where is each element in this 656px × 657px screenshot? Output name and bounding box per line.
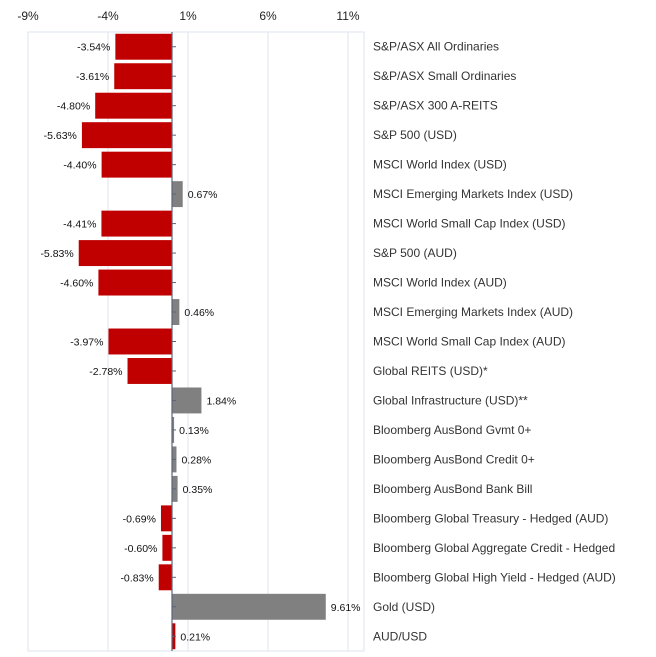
category-label: S&P/ASX Small Ordinaries (373, 69, 516, 83)
bar (158, 564, 172, 591)
bar (160, 505, 172, 532)
data-label: 0.28% (181, 454, 211, 466)
data-label: -3.54% (77, 42, 110, 54)
bar (162, 534, 172, 561)
category-label: Bloomberg Global Treasury - Hedged (AUD) (373, 511, 608, 525)
category-label: Bloomberg Global Aggregate Credit - Hedg… (373, 541, 615, 555)
bar (172, 387, 202, 414)
x-tick-label: -4% (97, 9, 119, 23)
bar (101, 151, 172, 178)
data-label: 1.84% (206, 395, 236, 407)
data-label: 0.35% (183, 484, 213, 496)
category-label: Global Infrastructure (USD)** (373, 393, 528, 407)
category-label: MSCI World Index (USD) (373, 158, 507, 172)
x-tick-label: 11% (336, 9, 359, 23)
bar (98, 269, 172, 296)
data-label: -5.83% (40, 248, 73, 260)
category-label: MSCI Emerging Markets Index (USD) (373, 187, 573, 201)
category-label: MSCI World Small Cap Index (USD) (373, 217, 566, 231)
data-label: -0.60% (124, 543, 157, 555)
bar (114, 63, 172, 90)
data-label: -3.97% (70, 337, 103, 349)
bar (115, 33, 172, 60)
data-label: 0.46% (184, 307, 214, 319)
category-label: S&P 500 (AUD) (373, 246, 457, 260)
category-label: Bloomberg AusBond Credit 0+ (373, 452, 535, 466)
category-label: MSCI Emerging Markets Index (AUD) (373, 305, 573, 319)
data-label: -4.80% (57, 101, 90, 113)
bar (78, 240, 172, 267)
data-label: -0.83% (120, 572, 153, 584)
data-label: 0.21% (180, 631, 210, 643)
category-label: Global REITS (USD)* (373, 364, 488, 378)
data-label: 9.61% (331, 602, 361, 614)
bar (108, 328, 172, 355)
category-label: MSCI World Index (AUD) (373, 276, 507, 290)
category-label: AUD/USD (373, 629, 427, 643)
category-label: Gold (USD) (373, 600, 435, 614)
data-label: -0.69% (123, 513, 156, 525)
category-label: Bloomberg AusBond Bank Bill (373, 482, 532, 496)
data-label: -4.60% (60, 278, 93, 290)
x-tick-label: 1% (179, 9, 197, 23)
category-label: S&P/ASX All Ordinaries (373, 40, 499, 54)
x-tick-label: 6% (259, 9, 277, 23)
data-label: -3.61% (76, 71, 109, 83)
category-label: S&P 500 (USD) (373, 128, 457, 142)
data-label: -4.40% (63, 160, 96, 172)
data-label: 0.67% (188, 189, 218, 201)
x-tick-label: -9% (17, 9, 39, 23)
category-label: Bloomberg Global High Yield - Hedged (AU… (373, 570, 616, 584)
plot-frame (27, 31, 365, 652)
category-label: MSCI World Small Cap Index (AUD) (373, 335, 566, 349)
bar (81, 122, 172, 149)
bar (95, 92, 172, 119)
category-label: S&P/ASX 300 A-REITS (373, 99, 498, 113)
data-label: -4.41% (63, 219, 96, 231)
data-label: -2.78% (89, 366, 122, 378)
bar (172, 181, 183, 208)
bar (172, 593, 326, 620)
bar (101, 210, 172, 237)
data-label: -5.63% (44, 130, 77, 142)
bar (127, 358, 172, 384)
data-label: 0.13% (179, 425, 209, 437)
category-label: Bloomberg AusBond Gvmt 0+ (373, 423, 531, 437)
